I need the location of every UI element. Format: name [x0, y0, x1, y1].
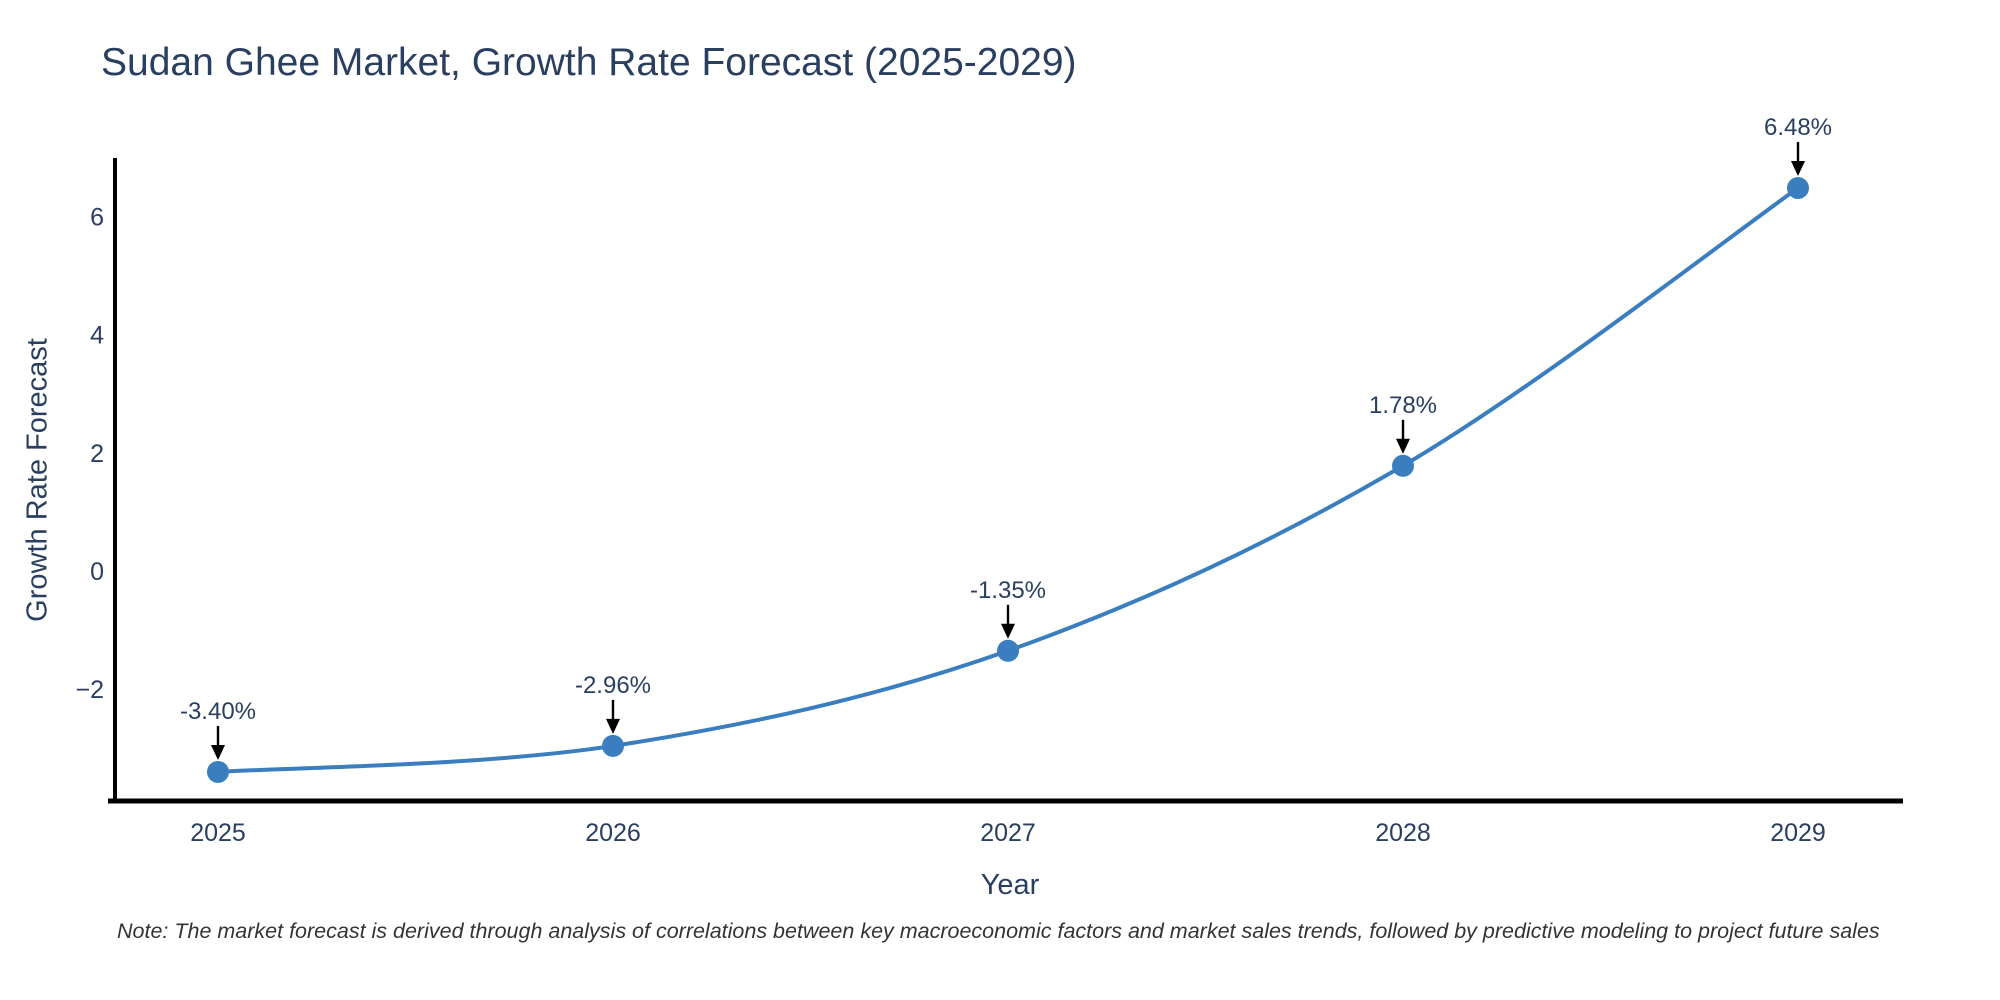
y-tick-label-0: 0 — [90, 558, 104, 586]
annotation-arrowhead-2029 — [1791, 161, 1805, 177]
data-point-2026[interactable] — [602, 734, 624, 757]
data-point-2027[interactable] — [997, 639, 1019, 662]
x-tick-label-2027: 2027 — [980, 819, 1036, 847]
x-tick-label-2026: 2026 — [585, 819, 641, 847]
tick-layer: 2025 2026 2027 2028 2029 −2 0 2 4 6 — [75, 203, 1825, 847]
data-label-2026: -2.96% — [575, 672, 651, 699]
growth-rate-line — [216, 186, 1800, 774]
x-axis-title: Year — [980, 869, 1040, 901]
annotation-arrowhead-2025 — [211, 744, 225, 760]
y-tick-label-6: 6 — [90, 203, 104, 231]
data-point-2029[interactable] — [1787, 177, 1809, 200]
y-tick-label--2: −2 — [75, 676, 104, 704]
data-label-2027: -1.35% — [970, 577, 1046, 604]
chart-title: Sudan Ghee Market, Growth Rate Forecast … — [101, 41, 1077, 84]
footnote: Note: The market forecast is derived thr… — [117, 919, 1880, 943]
annotation-arrowhead-2027 — [1001, 623, 1015, 639]
annotation-arrowhead-2026 — [606, 718, 620, 734]
x-tick-label-2028: 2028 — [1375, 819, 1431, 847]
y-tick-label-4: 4 — [90, 322, 104, 350]
x-tick-label-2029: 2029 — [1770, 819, 1826, 847]
series-layer — [207, 177, 1809, 783]
data-point-2028[interactable] — [1392, 454, 1414, 477]
annotation-layer: -3.40% -2.96% -1.35% 1.78% 6.48% — [180, 114, 1832, 760]
y-tick-label-2: 2 — [90, 440, 104, 468]
x-tick-label-2025: 2025 — [190, 819, 246, 847]
annotation-arrowhead-2028 — [1396, 438, 1410, 454]
data-point-2025[interactable] — [207, 760, 229, 783]
data-label-2028: 1.78% — [1369, 392, 1437, 419]
data-label-2029: 6.48% — [1764, 114, 1832, 141]
data-label-2025: -3.40% — [180, 698, 256, 725]
